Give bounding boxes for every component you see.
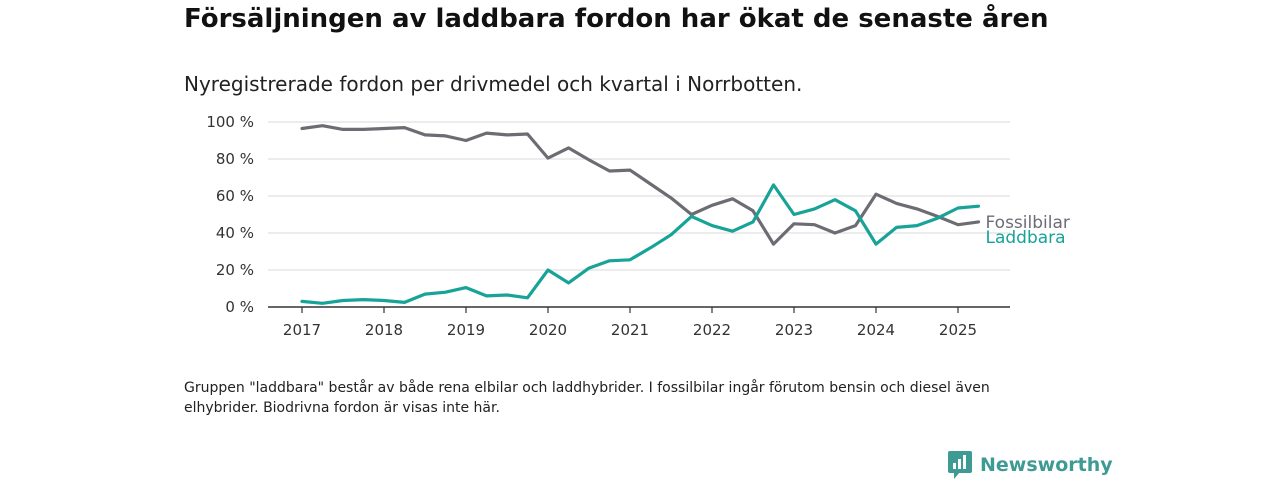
y-tick-label: 80 %: [216, 150, 254, 168]
y-tick-label: 40 %: [216, 224, 254, 242]
series-label-laddbara: Laddbara: [986, 228, 1066, 248]
line-chart: 0 % 20 % 40 % 60 % 80 % 100 % 2017 2018 2019 2020…: [206, 113, 1070, 339]
x-tick-label: 2021: [611, 321, 649, 339]
x-tick-label: 2019: [447, 321, 485, 339]
x-tick-label: 2022: [693, 321, 731, 339]
x-tick-label: 2020: [529, 321, 567, 339]
x-tick-label: 2025: [939, 321, 977, 339]
newsworthy-logo-icon: [948, 451, 972, 479]
x-tick-label: 2023: [775, 321, 813, 339]
y-tick-label: 20 %: [216, 261, 254, 279]
y-tick-label: 100 %: [206, 113, 254, 131]
brand-logo: Newsworthy: [948, 450, 1113, 480]
series-label-fossilbilar: Fossilbilar: [986, 213, 1070, 233]
x-tick-label: 2018: [365, 321, 403, 339]
series-line-laddbara: [300, 183, 981, 305]
x-tick-label: 2017: [283, 321, 321, 339]
x-tick-label: 2024: [857, 321, 895, 339]
chart-title: Försäljningen av laddbara fordon har öka…: [184, 4, 1049, 34]
chart-subtitle: Nyregistrerade fordon per drivmedel och …: [184, 72, 803, 96]
series-line-fossilbilar: [300, 124, 981, 246]
y-tick-label: 60 %: [216, 187, 254, 205]
footnote: Gruppen "laddbara" består av både rena e…: [184, 380, 990, 416]
brand-name: Newsworthy: [980, 454, 1113, 476]
y-tick-label: 0 %: [225, 298, 254, 316]
